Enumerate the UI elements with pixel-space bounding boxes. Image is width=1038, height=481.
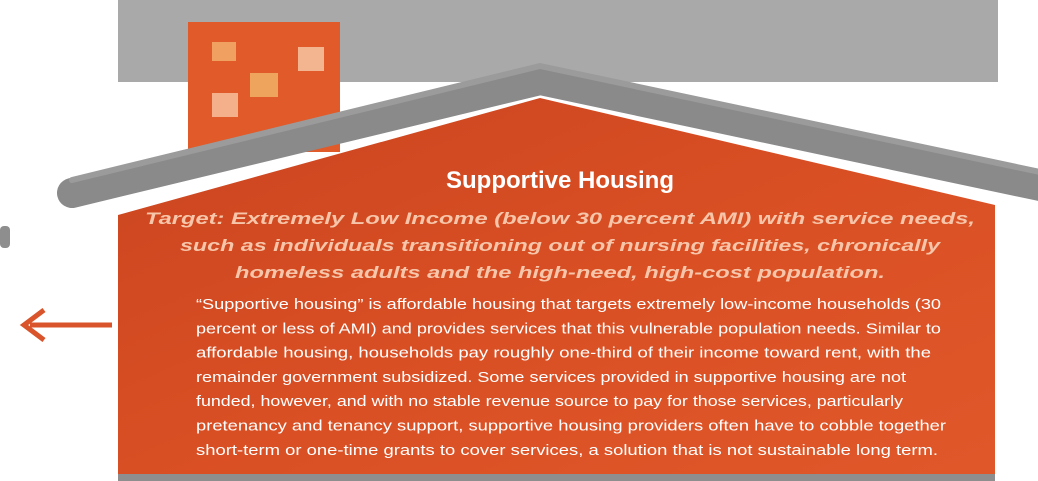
edge-shape [0,226,10,248]
target-line: Target: Extremely Low Income (below 30 p… [145,209,975,228]
target-line: homeless adults and the high-need, high-… [235,263,885,282]
body-line: remainder government subsidized. Some se… [196,370,906,386]
house-base [118,474,995,481]
brick [212,42,236,61]
target-text: Target: Extremely Low Income (below 30 p… [145,209,975,282]
body-line: short-term or one-time grants to cover s… [196,443,938,459]
title: Supportive Housing [446,167,674,194]
body-line: funded, however, and with no stable reve… [196,394,904,410]
body-line: pretenancy and tenancy support, supporti… [196,419,946,435]
body-line: “Supportive housing” is affordable housi… [196,297,941,313]
brick [298,47,324,71]
brick [212,93,238,117]
body-line: percent or less of AMI) and provides ser… [196,321,941,337]
brick [250,73,278,97]
infographic: Supportive Housing Target: Extremely Low… [0,0,1038,481]
body-line: affordable housing, households pay rough… [196,346,931,362]
target-line: such as individuals transitioning out of… [180,236,942,255]
